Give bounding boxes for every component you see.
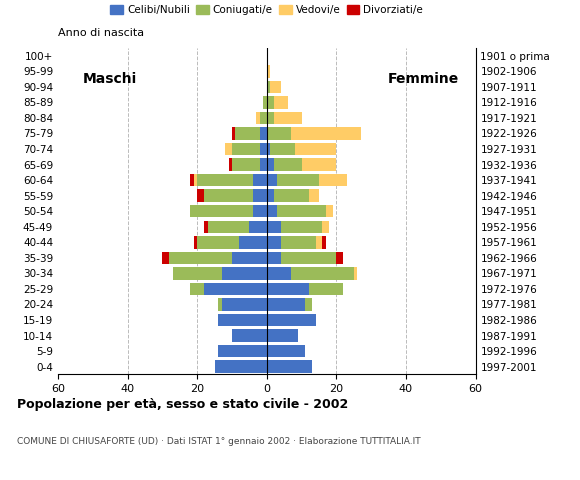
Bar bbox=[267, 360, 312, 373]
Bar bbox=[256, 112, 260, 124]
Bar bbox=[267, 143, 270, 155]
Bar bbox=[162, 252, 169, 264]
Bar bbox=[169, 252, 232, 264]
Text: Anno di nascita: Anno di nascita bbox=[58, 28, 144, 38]
Bar bbox=[194, 174, 197, 186]
Bar bbox=[222, 267, 267, 279]
Bar bbox=[309, 283, 343, 295]
Bar bbox=[215, 360, 267, 373]
Bar bbox=[354, 267, 357, 279]
Bar bbox=[253, 205, 267, 217]
Bar bbox=[218, 298, 222, 311]
Bar bbox=[267, 205, 277, 217]
Bar bbox=[316, 236, 322, 249]
Bar bbox=[232, 143, 260, 155]
Bar bbox=[222, 298, 267, 311]
Bar bbox=[267, 96, 274, 108]
Bar bbox=[208, 220, 249, 233]
Text: Maschi: Maschi bbox=[83, 72, 137, 86]
Bar bbox=[249, 220, 267, 233]
Bar bbox=[267, 236, 281, 249]
Bar bbox=[260, 158, 267, 171]
Bar bbox=[267, 298, 305, 311]
Bar bbox=[281, 252, 336, 264]
Bar bbox=[267, 220, 281, 233]
Bar bbox=[267, 283, 309, 295]
Bar bbox=[260, 143, 267, 155]
Bar bbox=[291, 127, 361, 140]
Bar bbox=[253, 190, 267, 202]
Bar bbox=[267, 112, 274, 124]
Bar bbox=[267, 158, 274, 171]
Bar bbox=[204, 283, 267, 295]
Bar bbox=[309, 190, 319, 202]
Bar bbox=[253, 174, 267, 186]
Bar bbox=[274, 112, 302, 124]
Bar bbox=[267, 190, 274, 202]
Bar bbox=[267, 65, 270, 78]
Bar bbox=[204, 190, 253, 202]
Bar bbox=[197, 236, 239, 249]
Bar bbox=[267, 329, 298, 342]
Bar bbox=[277, 205, 326, 217]
Bar bbox=[173, 267, 222, 279]
Bar bbox=[274, 190, 309, 202]
Text: COMUNE DI CHIUSAFORTE (UD) · Dati ISTAT 1° gennaio 2002 · Elaborazione TUTTITALI: COMUNE DI CHIUSAFORTE (UD) · Dati ISTAT … bbox=[17, 437, 421, 446]
Bar bbox=[267, 81, 270, 93]
Bar bbox=[263, 96, 267, 108]
Bar bbox=[270, 143, 295, 155]
Bar bbox=[190, 283, 204, 295]
Bar bbox=[197, 174, 253, 186]
Bar bbox=[281, 236, 316, 249]
Legend: Celibi/Nubili, Coniugati/e, Vedovi/e, Divorziati/e: Celibi/Nubili, Coniugati/e, Vedovi/e, Di… bbox=[106, 1, 427, 19]
Bar bbox=[239, 236, 267, 249]
Bar bbox=[326, 205, 333, 217]
Bar bbox=[267, 345, 305, 357]
Bar bbox=[336, 252, 343, 264]
Bar bbox=[232, 252, 267, 264]
Bar bbox=[232, 158, 260, 171]
Bar bbox=[267, 267, 291, 279]
Bar bbox=[232, 329, 267, 342]
Text: Femmine: Femmine bbox=[388, 72, 459, 86]
Bar bbox=[267, 252, 281, 264]
Bar bbox=[218, 345, 267, 357]
Bar bbox=[235, 127, 260, 140]
Bar bbox=[302, 158, 336, 171]
Bar bbox=[322, 236, 326, 249]
Bar bbox=[229, 158, 232, 171]
Bar bbox=[204, 220, 208, 233]
Bar bbox=[197, 190, 204, 202]
Bar bbox=[194, 236, 197, 249]
Bar bbox=[267, 174, 277, 186]
Text: Popolazione per età, sesso e stato civile - 2002: Popolazione per età, sesso e stato civil… bbox=[17, 398, 349, 411]
Bar bbox=[274, 158, 302, 171]
Bar bbox=[305, 298, 312, 311]
Bar bbox=[281, 220, 322, 233]
Bar bbox=[267, 314, 316, 326]
Bar bbox=[190, 174, 194, 186]
Bar bbox=[218, 314, 267, 326]
Bar bbox=[225, 143, 232, 155]
Bar bbox=[267, 127, 291, 140]
Bar bbox=[270, 81, 281, 93]
Bar bbox=[295, 143, 336, 155]
Bar bbox=[274, 96, 288, 108]
Bar bbox=[319, 174, 347, 186]
Bar bbox=[260, 127, 267, 140]
Bar bbox=[260, 112, 267, 124]
Bar bbox=[232, 127, 235, 140]
Bar bbox=[277, 174, 319, 186]
Bar bbox=[190, 205, 253, 217]
Bar bbox=[291, 267, 354, 279]
Bar bbox=[322, 220, 329, 233]
